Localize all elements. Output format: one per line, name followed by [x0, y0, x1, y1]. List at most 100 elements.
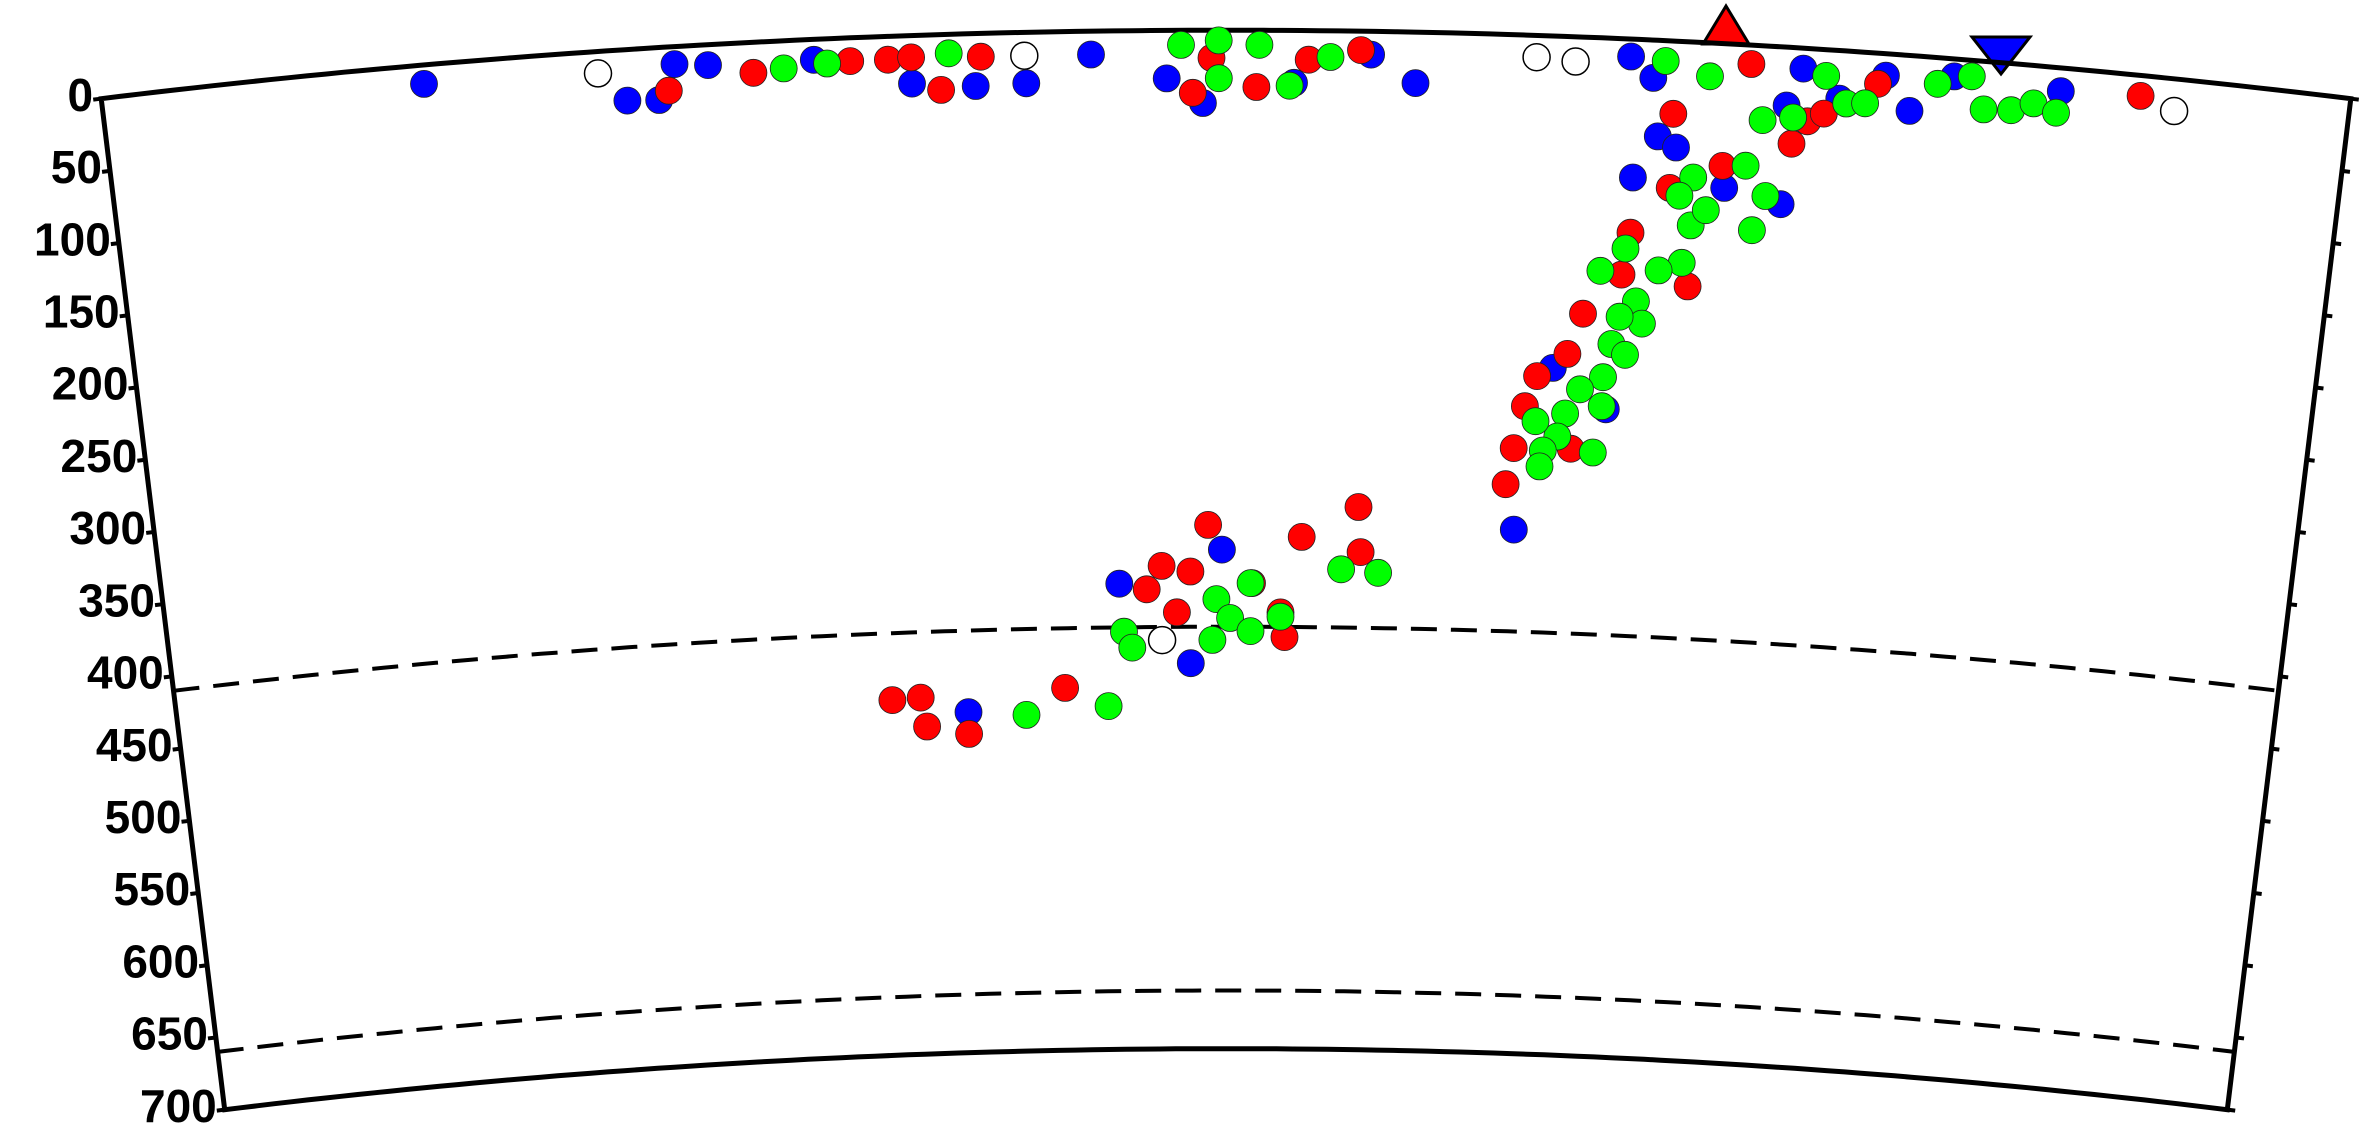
earthquake-point — [1347, 36, 1375, 64]
y-tick — [172, 746, 181, 752]
earthquake-point — [1105, 569, 1134, 598]
station-marker — [1968, 35, 2034, 77]
y-tick-label: 100 — [34, 213, 111, 265]
y-tick — [145, 529, 155, 535]
earthquake-point — [1012, 701, 1041, 729]
earthquake-point — [1659, 99, 1688, 128]
y-tick — [2315, 385, 2324, 391]
earthquake-point — [1864, 69, 1892, 98]
earthquake-point — [1651, 47, 1680, 75]
earthquake-point — [1895, 97, 1924, 125]
earthquake-point — [2159, 96, 2189, 126]
y-tick-label: 400 — [87, 647, 164, 699]
y-tick — [2297, 529, 2307, 535]
earthquake-point — [1566, 375, 1594, 404]
earthquake-point — [1561, 47, 1590, 76]
earthquake-point — [878, 686, 907, 714]
earthquake-point — [1275, 71, 1304, 100]
earthquake-point — [1236, 569, 1265, 597]
earthquake-point — [2126, 82, 2155, 110]
earthquake-point — [1691, 196, 1720, 225]
earthquake-point — [1553, 339, 1582, 368]
earthquake-point — [1094, 692, 1123, 720]
earthquake-point — [1132, 575, 1161, 604]
discontinuity-line — [217, 988, 2235, 1054]
plot-area: 0 50 100 150 200 250 300 350 400 450 500 550 600 650 7… — [34, 26, 2359, 1132]
earthquake-point — [1522, 42, 1551, 72]
earthquake-point — [1198, 626, 1227, 654]
earthquake-point — [1147, 552, 1176, 580]
earthquake-point — [1499, 515, 1528, 544]
y-tick — [207, 1035, 217, 1041]
y-tick — [92, 96, 102, 102]
earthquake-point — [1605, 302, 1634, 331]
earthquake-point — [1202, 585, 1231, 613]
y-tick-label: 600 — [122, 935, 199, 987]
y-tick-label: 650 — [131, 1008, 208, 1060]
earthquake-point — [898, 69, 926, 98]
y-tick — [2227, 1107, 2236, 1113]
earthquake-point — [1748, 106, 1777, 134]
earthquake-point — [1401, 69, 1430, 97]
earthquake-point — [927, 76, 955, 104]
y-tick-label: 300 — [69, 502, 146, 554]
earthquake-point — [660, 50, 689, 78]
earthquake-point — [1208, 535, 1236, 564]
earthquake-point — [955, 720, 983, 748]
y-tick — [2244, 963, 2254, 969]
earthquake-point — [1364, 558, 1392, 587]
y-tick-label: 450 — [96, 719, 173, 771]
earthquake-point — [961, 72, 990, 100]
earthquake-point — [739, 58, 768, 87]
earthquake-point — [1673, 272, 1702, 301]
earthquake-point — [1586, 256, 1615, 285]
earthquake-point — [1587, 392, 1616, 421]
y-tick — [119, 313, 128, 319]
earthquake-point — [1118, 633, 1147, 662]
earthquake-point — [1346, 538, 1375, 566]
earthquake-point — [1236, 617, 1265, 645]
earthquake-point — [1923, 69, 1952, 98]
y-tick — [2279, 674, 2289, 680]
earthquake-point — [1077, 40, 1105, 69]
earthquake-point — [1731, 151, 1760, 180]
y-tick-label: 50 — [51, 141, 102, 193]
earthquake-point — [583, 59, 613, 88]
earthquake-point — [410, 70, 438, 98]
y-tick — [128, 385, 137, 391]
earthquake-point — [1010, 41, 1039, 70]
earthquake-point — [1163, 598, 1191, 627]
earthquake-point — [1204, 64, 1233, 93]
y-tick — [2271, 746, 2280, 752]
y-tick — [2235, 1035, 2245, 1041]
earthquake-point — [1619, 163, 1647, 192]
y-tick-label: 200 — [52, 358, 129, 410]
earthquake-point — [1569, 299, 1597, 328]
earthquake-point — [2042, 98, 2070, 127]
earthquake-point — [1176, 649, 1205, 678]
earthquake-point — [1012, 69, 1041, 98]
y-tick — [190, 891, 199, 896]
earthquake-point — [1851, 89, 1879, 118]
earthquake-point — [1176, 557, 1205, 586]
earthquake-point — [1051, 674, 1079, 702]
earthquake-point — [1589, 363, 1617, 392]
discontinuity-line — [173, 624, 2279, 693]
earthquake-point — [1751, 182, 1780, 210]
earthquake-point — [1327, 555, 1355, 584]
y-tick-label: 500 — [105, 791, 182, 843]
earthquake-point — [1737, 50, 1766, 78]
earthquake-point — [694, 51, 722, 79]
earthquake-point — [1216, 604, 1244, 632]
earthquake-point — [934, 39, 963, 68]
earthquake-point — [1611, 340, 1639, 369]
earthquake-point — [1525, 452, 1554, 481]
earthquake-point — [613, 86, 642, 115]
earthquake-point — [874, 45, 902, 74]
earthquake-point — [913, 712, 941, 741]
earthquake-point — [1662, 133, 1690, 162]
y-tick — [2288, 602, 2298, 608]
earthquake-point — [966, 42, 995, 71]
earthquake-point — [1194, 511, 1222, 539]
